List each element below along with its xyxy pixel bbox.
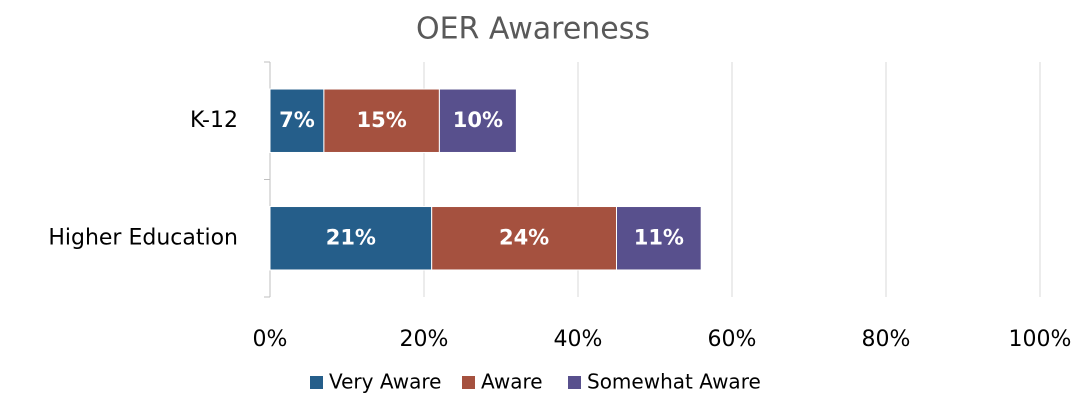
x-tick-label: 0% (253, 327, 288, 352)
x-tick-label: 100% (1009, 327, 1072, 352)
x-tick-label: 20% (400, 327, 449, 352)
y-tick-label: K-12 (190, 108, 238, 133)
bar-segment (269, 206, 433, 271)
data-label: 11% (634, 225, 684, 249)
legend-swatch (310, 376, 323, 389)
legend-label: Very Aware (329, 370, 441, 394)
legend-label: Somewhat Aware (587, 370, 761, 394)
bar-segment (431, 206, 618, 271)
bar-segment (323, 88, 440, 153)
x-tick-label: 60% (708, 327, 757, 352)
data-label: 7% (279, 108, 315, 132)
bar-segment (438, 88, 517, 153)
x-tick-label: 80% (862, 327, 911, 352)
bar-segment (616, 206, 702, 271)
data-label: 24% (499, 225, 549, 249)
x-tick-label: 40% (554, 327, 603, 352)
data-label: 10% (453, 108, 503, 132)
legend-swatch (568, 376, 581, 389)
legend-swatch (462, 376, 475, 389)
data-label: 21% (326, 225, 376, 249)
y-tick-label: Higher Education (48, 225, 238, 250)
legend-label: Aware (481, 370, 543, 394)
data-label: 15% (357, 108, 407, 132)
chart-title: OER Awareness (416, 12, 650, 47)
